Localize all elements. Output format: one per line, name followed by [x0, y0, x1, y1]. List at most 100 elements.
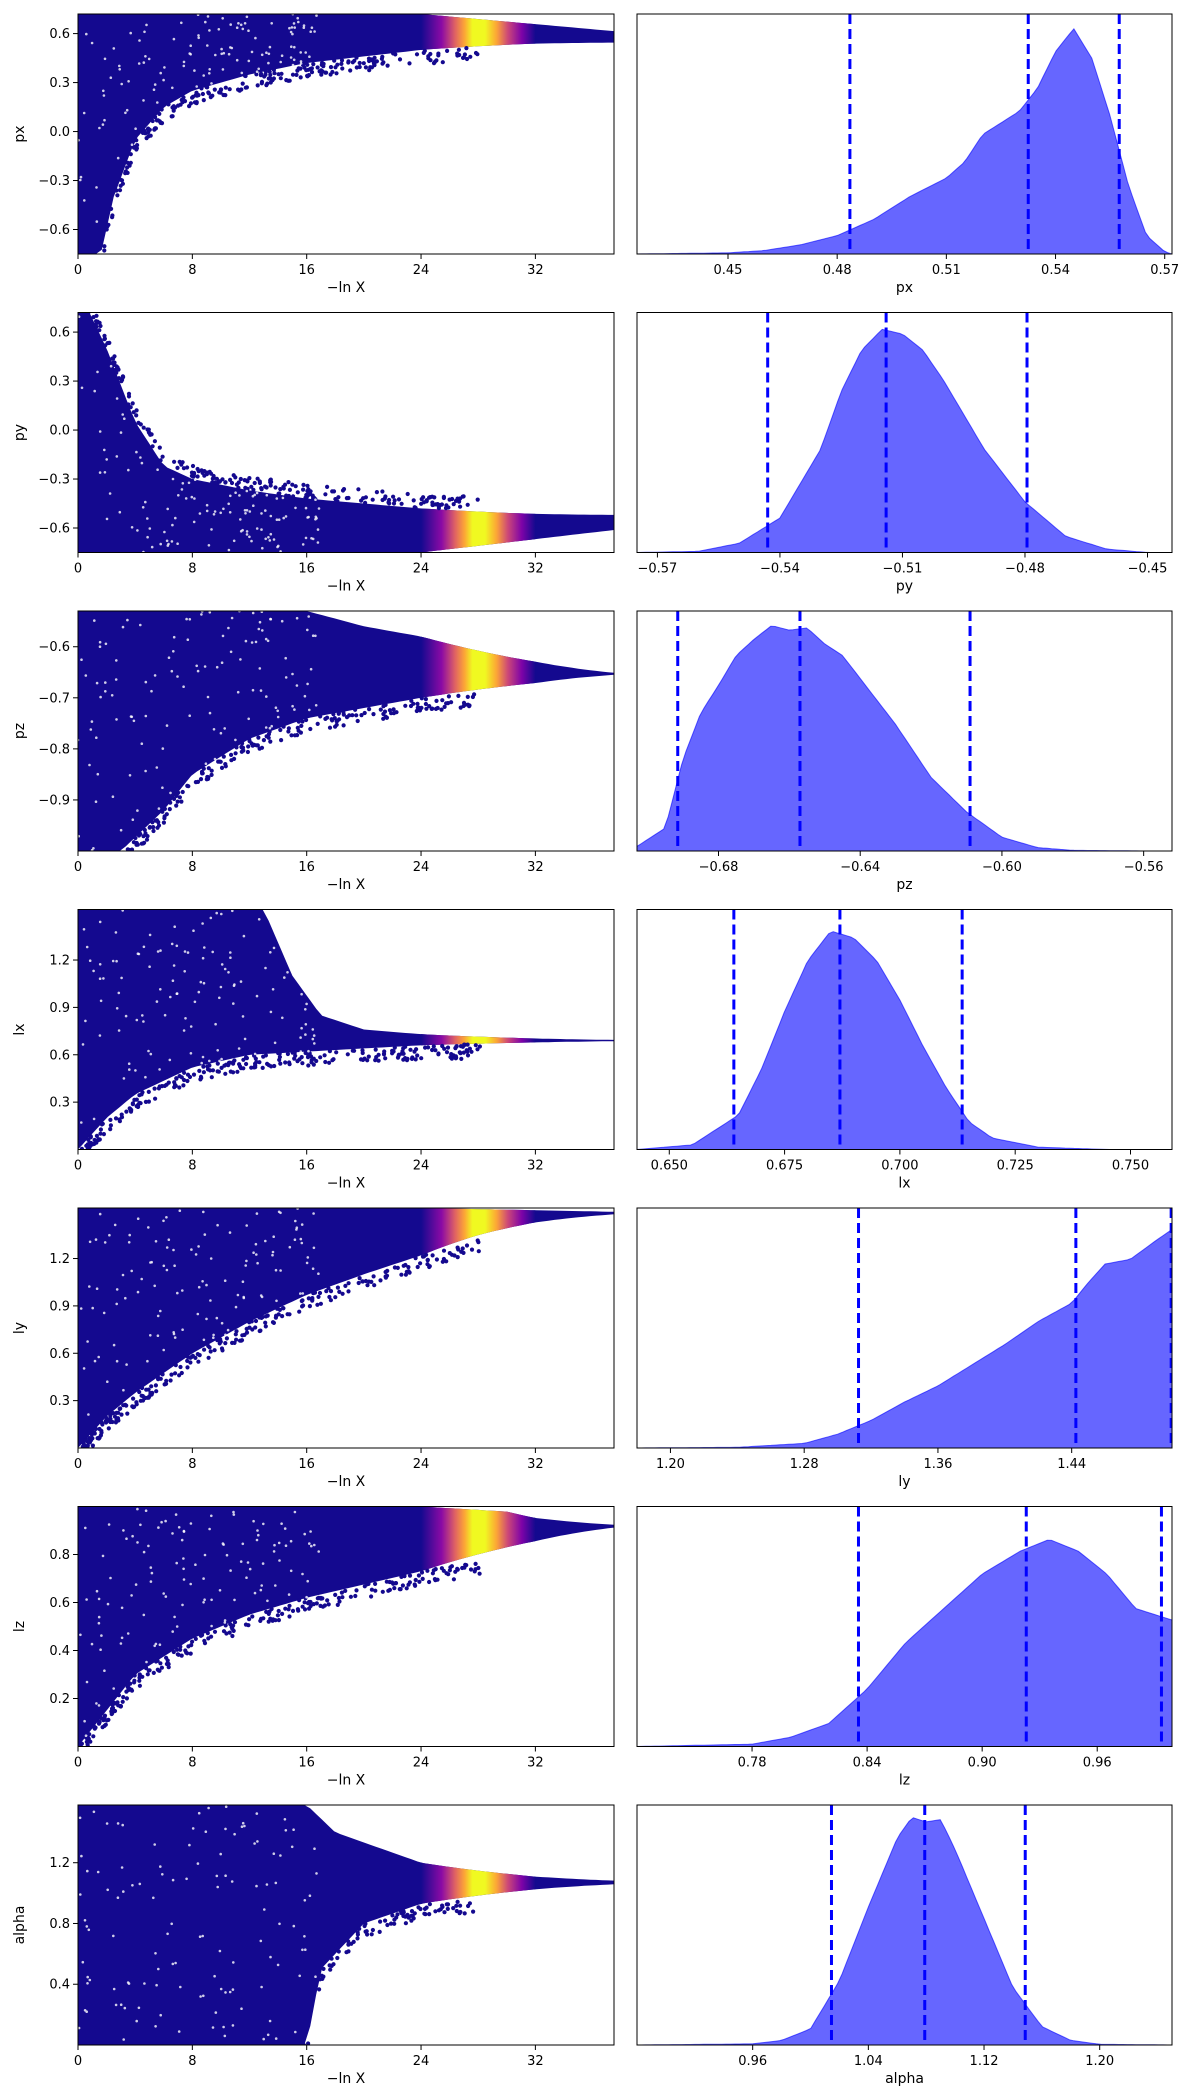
panel-lx: 0 8 16 24 32 0.3 0.6 0.9 1.2 −ln X lx 0.650 0.675 0.7… [12, 909, 1173, 1192]
posterior-xtick-label: 0.750 [1112, 1159, 1149, 1174]
trace-xtick-label: 24 [413, 1159, 430, 1174]
trace-xlabel: −ln X [327, 280, 366, 296]
trace-ytick-label: 0.4 [49, 1978, 70, 1993]
posterior-xtick-label: 0.45 [714, 263, 743, 278]
trace-xlabel: −ln X [327, 877, 366, 893]
posterior-xtick-label: 0.84 [853, 1756, 882, 1771]
posterior-xtick-label: 0.675 [766, 1159, 803, 1174]
trace-alpha-body [78, 1805, 614, 2045]
trace-ly-body [78, 1208, 614, 1448]
posterior-xtick-label: 1.20 [656, 1457, 685, 1472]
trace-lx-samples [78, 909, 614, 1150]
posterior-lx-density [637, 931, 1172, 1150]
trace-xtick-label: 8 [188, 562, 196, 577]
trace-ytick-label: 0.9 [49, 1001, 70, 1016]
trace-pz-samples [78, 611, 614, 851]
trace-ytick-label: 0.0 [49, 125, 70, 140]
trace-xtick-label: 16 [298, 1159, 315, 1174]
posterior-xlabel-lx: lx [898, 1176, 910, 1192]
posterior-alpha-frame [636, 1804, 1173, 2046]
trace-alpha-frame [77, 1804, 615, 2046]
trace-xtick-label: 24 [413, 860, 430, 875]
posterior-lz-density [637, 1539, 1172, 1747]
trace-ylabel-pz: pz [12, 723, 28, 739]
trace-px-body [78, 14, 614, 254]
posterior-xtick-label: 1.20 [1085, 2054, 1114, 2069]
panel-py: 0 8 16 24 32 −0.6 −0.3 0.0 0.3 0.6 −ln X py −0.57 −0.… [12, 312, 1173, 595]
trace-ytick-label: 0.6 [49, 1048, 70, 1063]
trace-ytick-label: 1.2 [49, 1252, 70, 1267]
trace-lx-body [78, 909, 614, 1150]
posterior-px-density [637, 28, 1172, 254]
trace-xtick-label: 32 [527, 263, 544, 278]
posterior-xtick-label: −0.68 [699, 860, 739, 875]
trace-lx-weight-band [421, 909, 536, 1150]
trace-xtick-label: 16 [298, 860, 315, 875]
trace-ytick-label: 0.2 [49, 1692, 70, 1707]
posterior-xlabel-lz: lz [899, 1773, 910, 1789]
posterior-xtick-label: 1.12 [970, 2054, 999, 2069]
posterior-xtick-label: −0.45 [1128, 562, 1168, 577]
trace-xtick-label: 32 [527, 2054, 544, 2069]
trace-ytick-label: 0.8 [49, 1917, 70, 1932]
trace-xtick-label: 0 [74, 1159, 82, 1174]
trace-xtick-label: 8 [188, 1159, 196, 1174]
trace-ytick-label: −0.6 [38, 522, 70, 537]
trace-lz-weight-band [421, 1506, 536, 1747]
trace-xtick-label: 0 [74, 1756, 82, 1771]
trace-xtick-label: 16 [298, 562, 315, 577]
trace-py-samples [78, 312, 614, 553]
trace-ytick-label: 0.0 [49, 424, 70, 439]
trace-ytick-label: 0.3 [49, 375, 70, 390]
posterior-xlabel-px: px [896, 280, 913, 296]
posterior-xtick-label: −0.57 [637, 562, 677, 577]
trace-px-frame [77, 13, 615, 255]
trace-xtick-label: 8 [188, 1756, 196, 1771]
trace-xtick-label: 32 [527, 1457, 544, 1472]
posterior-xlabel-pz: pz [896, 877, 912, 893]
posterior-xtick-label: 0.650 [651, 1159, 688, 1174]
trace-ytick-label: −0.6 [38, 223, 70, 238]
trace-px-weight-band [421, 14, 536, 254]
trace-pz-body [78, 611, 614, 851]
trace-ytick-label: 0.9 [49, 1299, 70, 1314]
trace-xtick-label: 24 [413, 1756, 430, 1771]
trace-ytick-label: 1.2 [49, 954, 70, 969]
trace-pz-weight-band [421, 611, 536, 851]
posterior-alpha-density [637, 1817, 1172, 2045]
panel-px: 0 8 16 24 32 −0.6 −0.3 0.0 0.3 0.6 −ln X px 0.45 0.48… [12, 13, 1179, 296]
trace-xlabel: −ln X [327, 1176, 366, 1192]
trace-ytick-label: −0.8 [38, 742, 70, 757]
posterior-xtick-label: −0.56 [1124, 860, 1164, 875]
trace-ytick-label: 0.8 [49, 1548, 70, 1563]
posterior-xtick-label: −0.60 [982, 860, 1022, 875]
trace-ytick-label: −0.3 [38, 174, 70, 189]
posterior-xtick-label: −0.54 [760, 562, 800, 577]
trace-xtick-label: 16 [298, 1457, 315, 1472]
panel-pz: 0 8 16 24 32 −0.9 −0.8 −0.7 −0.6 −ln X pz −0.68 −0.6… [12, 610, 1173, 893]
trace-ly-frame [77, 1207, 615, 1449]
posterior-xtick-label: −0.64 [840, 860, 880, 875]
trace-ytick-label: 0.6 [49, 27, 70, 42]
posterior-px-frame [636, 13, 1173, 255]
posterior-xtick-label: 0.725 [997, 1159, 1034, 1174]
trace-xtick-label: 8 [188, 1457, 196, 1472]
trace-xtick-label: 32 [527, 1756, 544, 1771]
trace-xtick-label: 0 [74, 2054, 82, 2069]
posterior-xtick-label: 0.96 [738, 2054, 767, 2069]
trace-py-weight-band [421, 312, 536, 553]
posterior-pz-density [637, 625, 1172, 851]
posterior-xtick-label: −0.48 [1005, 562, 1045, 577]
posterior-py-frame [636, 312, 1173, 553]
trace-ylabel-px: px [12, 125, 28, 142]
trace-ytick-label: 1.2 [49, 1856, 70, 1871]
trace-ylabel-alpha: alpha [12, 1906, 28, 1945]
trace-xtick-label: 0 [74, 860, 82, 875]
posterior-xtick-label: 0.54 [1041, 263, 1070, 278]
posterior-xtick-label: 1.04 [854, 2054, 883, 2069]
trace-xlabel: −ln X [327, 1773, 366, 1789]
trace-xtick-label: 32 [527, 562, 544, 577]
posterior-xtick-label: 1.36 [923, 1457, 952, 1472]
trace-ylabel-ly: ly [12, 1322, 28, 1334]
trace-px-samples [78, 14, 614, 254]
